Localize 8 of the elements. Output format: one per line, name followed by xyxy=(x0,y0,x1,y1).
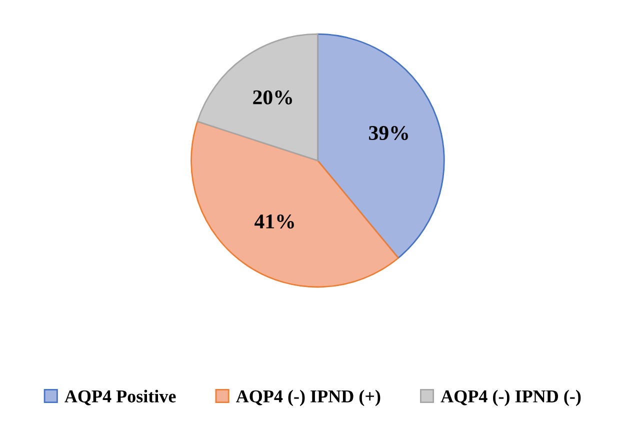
data-label: 39% xyxy=(369,126,408,140)
data-label: 41% xyxy=(254,214,294,229)
legend-label: AQP4 (-) IPND (+) xyxy=(236,390,380,406)
legend-label: AQP4 (-) IPND (-) xyxy=(440,390,581,406)
data-label: 20% xyxy=(253,90,292,104)
legend-label: AQP4 Positive xyxy=(64,390,176,406)
pie-slice xyxy=(196,33,318,162)
pie-slice xyxy=(317,33,445,259)
